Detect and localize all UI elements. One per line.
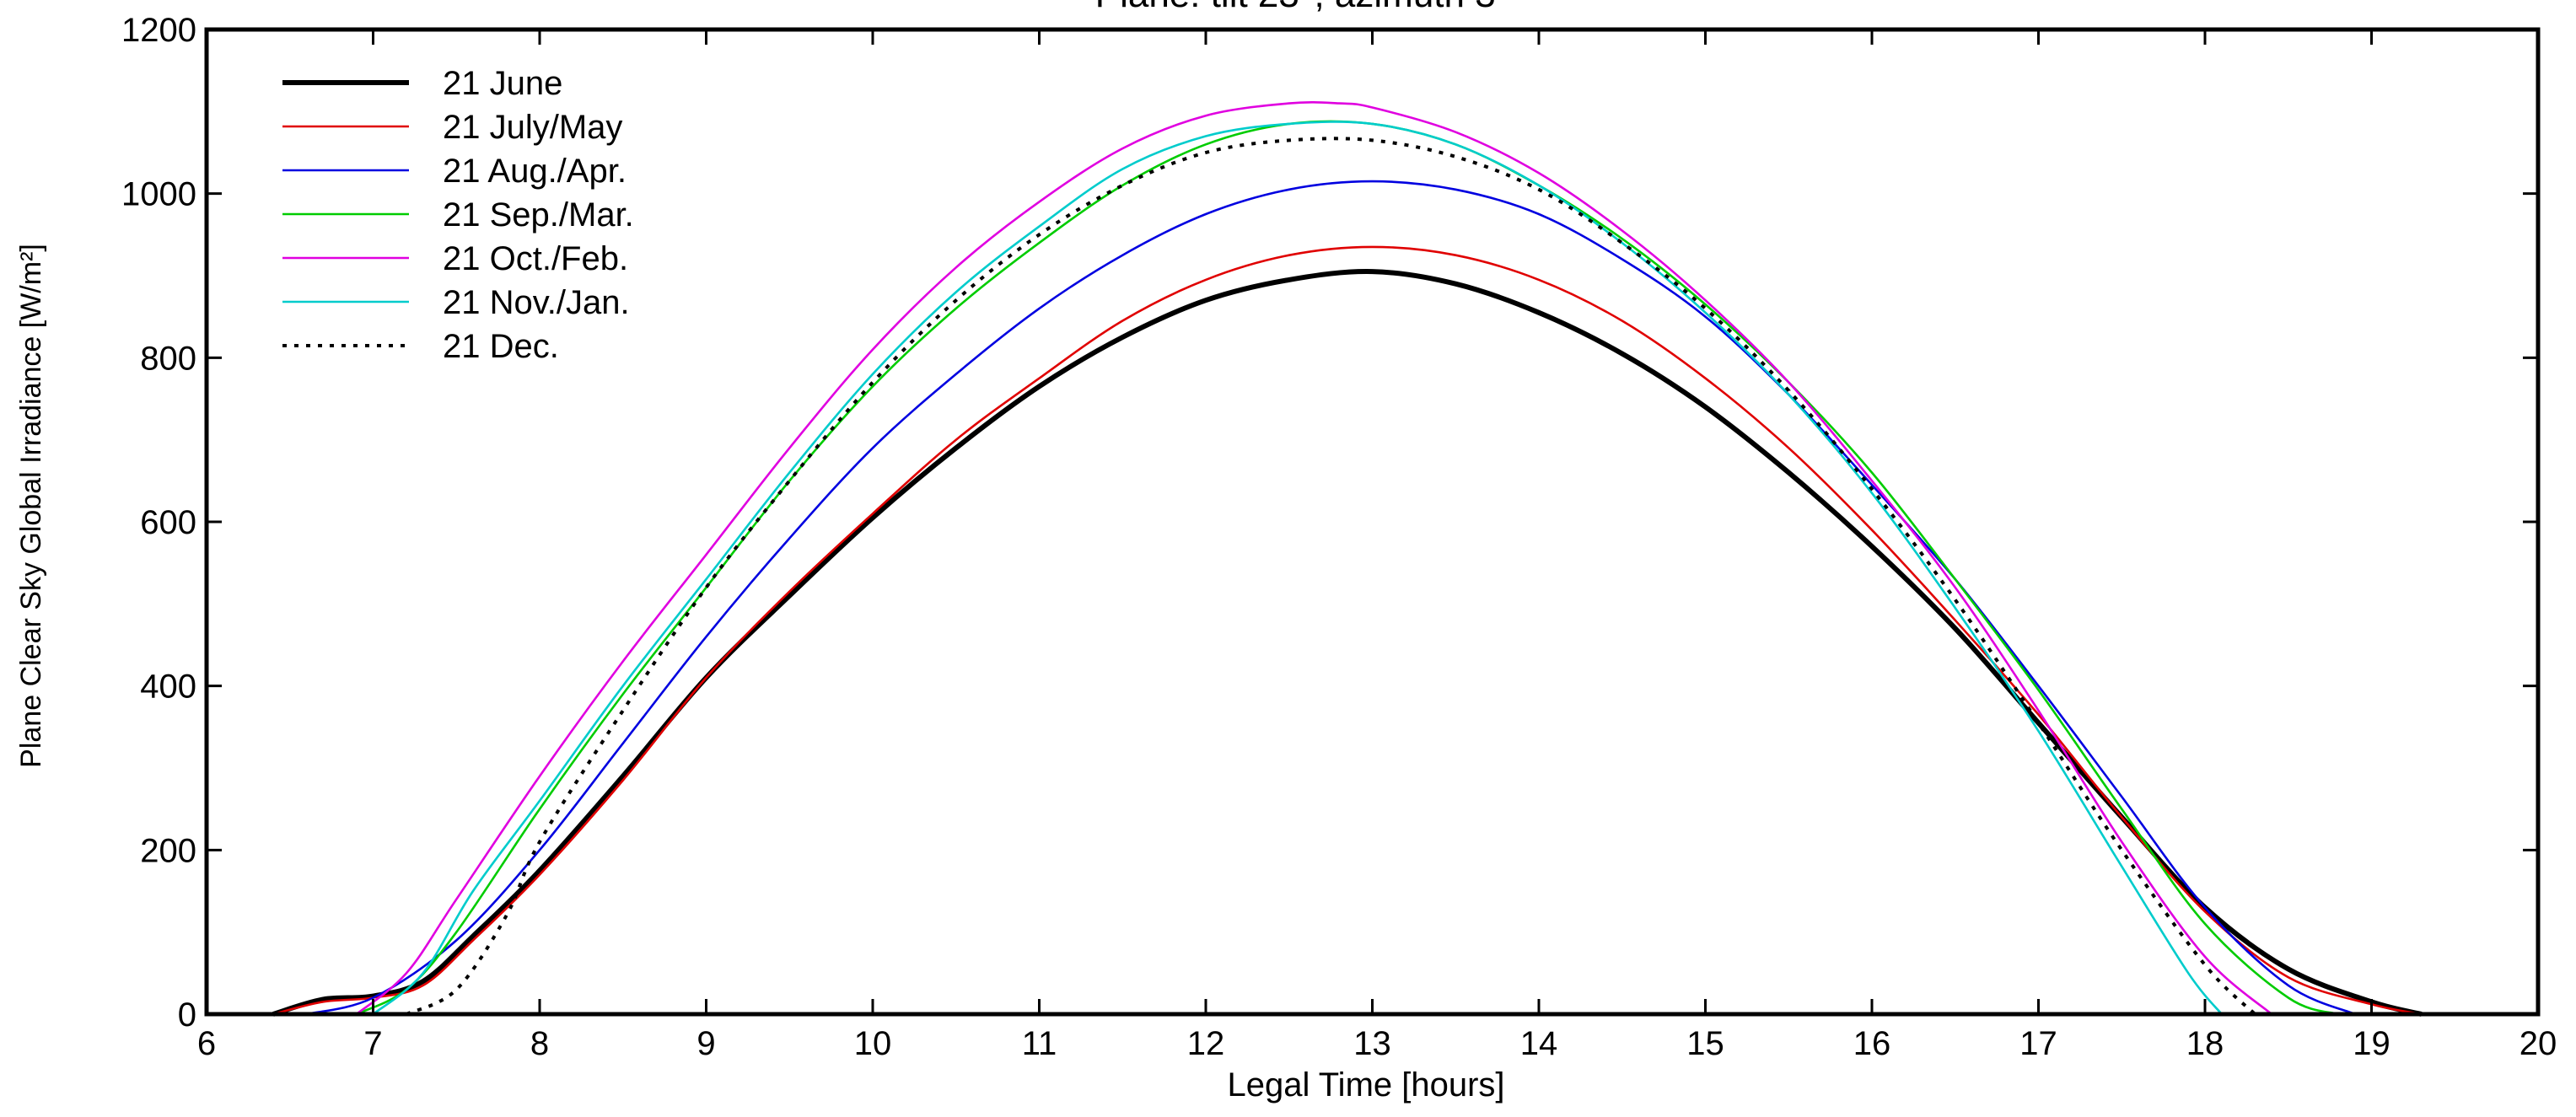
x-tick-label: 18 (2186, 1025, 2224, 1062)
chart-title: Plane: tilt 23°, azimuth 3° (1095, 0, 1511, 15)
x-tick-label: 13 (1353, 1025, 1391, 1062)
y-tick-label: 800 (140, 340, 196, 377)
legend-label-4: 21 Sep./Mar. (443, 196, 634, 234)
y-tick-label: 1000 (121, 176, 196, 213)
y-tick-label: 1200 (121, 12, 196, 49)
x-tick-label: 12 (1187, 1025, 1225, 1062)
series-line-7 (406, 137, 2256, 1016)
x-tick-label: 6 (197, 1025, 216, 1062)
y-tick-label: 600 (140, 504, 196, 541)
x-tick-label: 15 (1686, 1025, 1724, 1062)
series-line-5 (355, 101, 2272, 1016)
y-axis-label: Plane Clear Sky Global Irradiance [W/m²] (15, 244, 47, 768)
x-tick-label: 19 (2353, 1025, 2390, 1062)
legend-label-3: 21 Aug./Apr. (443, 153, 627, 190)
x-tick-label: 14 (1520, 1025, 1558, 1062)
y-tick-label: 200 (140, 832, 196, 869)
legend-label-7: 21 Dec. (443, 328, 559, 365)
x-tick-label: 17 (2019, 1025, 2057, 1062)
legend-label-1: 21 June (443, 65, 562, 102)
legend: 21 June 21 July/May 21 Aug./Apr. 21 Sep./Ma… (282, 65, 634, 365)
axes-layer: 6 7 8 9 10 11 12 13 14 15 16 17 18 19 2002004006008001… (121, 12, 2557, 1062)
legend-label-2: 21 July/May (443, 109, 622, 146)
x-tick-label: 8 (530, 1025, 549, 1062)
x-tick-label: 20 (2520, 1025, 2557, 1062)
series-line-6 (372, 121, 2223, 1016)
x-axis-label: Legal Time [hours] (1227, 1066, 1504, 1104)
series-layer (272, 101, 2423, 1017)
series-line-3 (306, 180, 2356, 1016)
y-tick-label: 400 (140, 669, 196, 706)
legend-label-6: 21 Nov./Jan. (443, 284, 630, 321)
series-line-2 (272, 245, 2423, 1016)
y-tick-label: 0 (178, 996, 196, 1034)
x-tick-label: 7 (363, 1025, 382, 1062)
x-tick-label: 10 (854, 1025, 892, 1062)
x-tick-label: 16 (1853, 1025, 1891, 1062)
x-tick-label: 9 (696, 1025, 715, 1062)
legend-label-5: 21 Oct./Feb. (443, 240, 628, 277)
x-tick-label: 11 (1022, 1025, 1057, 1062)
